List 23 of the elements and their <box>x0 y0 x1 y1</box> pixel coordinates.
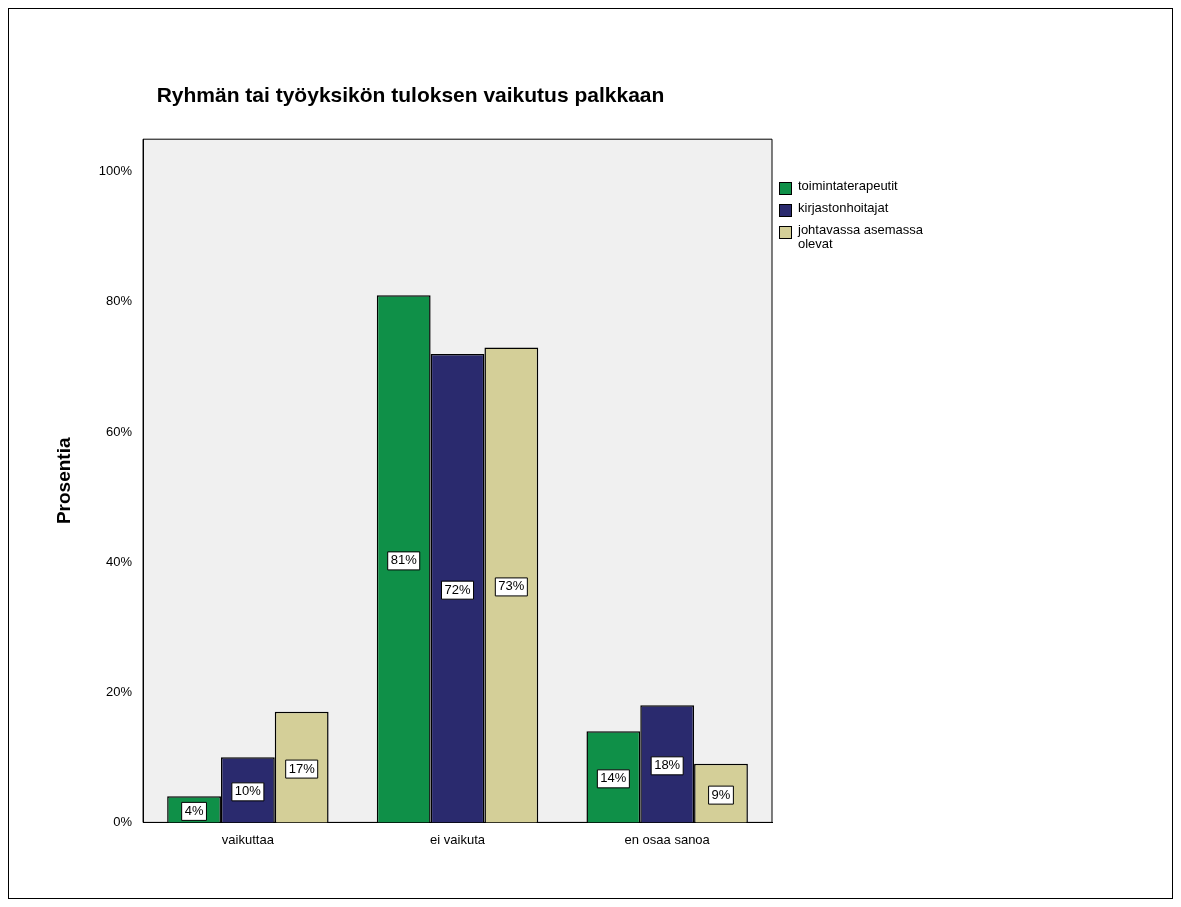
chart-title: Ryhmän tai työyksikön tuloksen vaikutus palkkaan <box>156 83 665 107</box>
data-label: 9% <box>711 786 731 802</box>
y-tick-label: 80% <box>106 293 133 309</box>
y-tick-label: 0% <box>113 813 133 829</box>
data-label: 14% <box>600 770 627 786</box>
data-label: 72% <box>444 581 471 597</box>
data-label: 73% <box>498 578 525 594</box>
data-label: 17% <box>288 760 316 776</box>
y-tick-label: 40% <box>106 553 133 569</box>
x-tick-label: ei vaikuta <box>430 831 486 847</box>
y-tick-label: 100% <box>98 163 133 179</box>
x-tick-label: vaikuttaa <box>221 831 275 847</box>
legend-label: kirjastonhoitajat <box>798 200 889 215</box>
legend-label: toimintaterapeutit <box>798 178 898 193</box>
data-label: 4% <box>184 802 204 818</box>
data-label: 81% <box>390 552 418 568</box>
y-tick-label: 60% <box>106 423 133 439</box>
x-tick-label: en osaa sanoa <box>624 831 711 847</box>
data-label: 18% <box>654 757 681 773</box>
legend-label: johtavassa asemassa olevat <box>798 222 924 251</box>
data-label: 10% <box>234 783 262 799</box>
y-axis-title: Prosentia <box>52 437 74 525</box>
y-tick-label: 20% <box>106 683 133 699</box>
